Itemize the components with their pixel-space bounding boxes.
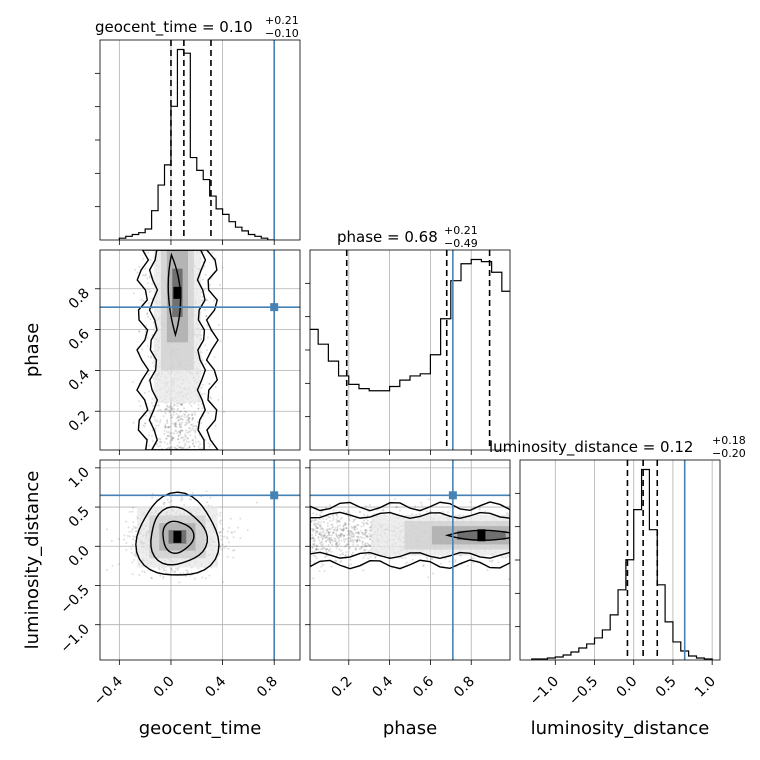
panel-luminosity-distance-vs-geocent-time-peak — [173, 530, 182, 543]
xlabel-luminosity-distance: luminosity_distance — [531, 718, 710, 739]
xlabel-geocent-time: geocent_time — [139, 718, 262, 739]
ylabel-luminosity-distance: luminosity_distance — [22, 471, 43, 650]
bottom-phase-xtick-label-0: 0.2 — [329, 674, 356, 701]
xlabel-phase: phase — [383, 718, 437, 739]
panel-luminosity-distance-vs-phase-frame — [309, 459, 511, 661]
panel-phase-vs-geocent-time-contour-2 — [167, 252, 182, 338]
left-luminosity-distance-ytick-label-0: −1.0 — [57, 621, 92, 656]
hist-luminosity-distance-bars — [531, 460, 713, 660]
bottom-luminosity-distance-xtick-label-1: −0.5 — [566, 674, 601, 709]
panel-phase-vs-geocent-time-density — [100, 250, 300, 450]
bottom-phase-xtick-label-2: 0.6 — [410, 673, 437, 700]
left-luminosity-distance-ytick-label-4: 1.0 — [66, 464, 93, 491]
title-luminosity-distance-plus: +0.18 — [712, 434, 746, 447]
hist-phase-bars — [310, 250, 510, 450]
title-geocent-time-plus: +0.21 — [265, 14, 299, 27]
panel-phase-vs-geocent-time-frame — [99, 249, 301, 451]
bottom-luminosity-distance-xtick-label-3: 0.5 — [653, 674, 680, 701]
panel-luminosity-distance-vs-phase-contour-2 — [444, 529, 510, 541]
panel-luminosity-distance-vs-geocent-time-contour-2 — [162, 520, 195, 555]
hist-phase-frame — [309, 249, 511, 451]
title-geocent-time-minus: −0.10 — [265, 27, 299, 40]
panel-luminosity-distance-vs-phase-contour-0 — [310, 501, 510, 570]
panel-luminosity-distance-vs-geocent-time-truth-marker — [270, 491, 279, 500]
panel-luminosity-distance-vs-phase-density — [310, 460, 510, 660]
title-phase-plus: +0.21 — [444, 224, 478, 237]
bottom-luminosity-distance-xtick-label-0: −1.0 — [527, 674, 562, 709]
left-phase-ytick-label-3: 0.8 — [66, 285, 93, 312]
bottom-luminosity-distance-xtick-label-2: 0.0 — [613, 674, 640, 701]
panel-phase-vs-geocent-time-contour-0 — [136, 250, 219, 450]
hist-luminosity-distance-frame — [519, 459, 721, 661]
left-phase-ytick-label-0: 0.2 — [66, 408, 93, 435]
title-phase-minus: −0.49 — [444, 237, 478, 250]
bottom-geocent-time-xtick-label-3: 0.8 — [254, 674, 281, 701]
hist-geocent-time-frame — [99, 39, 301, 241]
panel-luminosity-distance-vs-geocent-time-frame — [99, 459, 301, 661]
bottom-geocent-time-xtick-label-2: 0.4 — [202, 673, 229, 700]
panel-phase-vs-geocent-time-contour-1 — [148, 250, 207, 450]
panel-luminosity-distance-vs-phase-truth-marker — [448, 491, 457, 500]
panel-luminosity-distance-vs-phase-peak — [477, 529, 486, 542]
left-luminosity-distance-ytick-label-2: 0.0 — [66, 543, 93, 570]
bottom-phase-xtick-label-1: 0.4 — [369, 673, 396, 700]
panel-luminosity-distance-vs-phase-contour-1 — [310, 511, 510, 560]
plot-text: geocent_time = 0.10 +0.21 −0.10 phase = … — [22, 14, 746, 739]
title-luminosity-distance: luminosity_distance = 0.12 — [489, 438, 693, 457]
title-geocent-time: geocent_time = 0.10 — [95, 18, 253, 37]
panel-phase-vs-geocent-time-truth-marker — [270, 303, 279, 312]
hist-geocent-time-bars — [118, 40, 275, 240]
plot-content: −0.4 0.0 0.4 0.8 0.2 0.4 0.6 0.8 −1.0 −0.5 0.0 0.5 1… — [57, 39, 721, 709]
bottom-geocent-time-xtick-label-1: 0.0 — [151, 674, 178, 701]
hist-geocent-time-grid — [118, 40, 275, 240]
panel-luminosity-distance-vs-phase-grid — [310, 460, 510, 660]
bottom-luminosity-distance-xtick-label-4: 1.0 — [692, 674, 719, 701]
hist-phase-grid — [348, 250, 472, 450]
hist-luminosity-distance-step — [531, 468, 713, 660]
left-luminosity-distance-ytick-label-3: 0.5 — [66, 504, 93, 531]
hist-phase-step — [310, 258, 510, 392]
panel-luminosity-distance-vs-geocent-time-contour-1 — [150, 506, 209, 566]
panel-phase-vs-geocent-time-peak — [173, 286, 182, 299]
panel-luminosity-distance-vs-geocent-time-contour-0 — [135, 491, 220, 576]
left-phase-ytick-label-2: 0.6 — [66, 326, 93, 353]
bottom-phase-xtick-label-3: 0.8 — [451, 674, 478, 701]
title-luminosity-distance-minus: −0.20 — [712, 447, 746, 460]
bottom-geocent-time-xtick-label-0: −0.4 — [91, 673, 126, 708]
panel-luminosity-distance-vs-geocent-time-density — [100, 460, 300, 660]
left-luminosity-distance-ytick-label-1: −0.5 — [57, 582, 92, 617]
left-phase-ytick-label-1: 0.4 — [66, 367, 93, 394]
hist-geocent-time-step — [118, 48, 275, 240]
ylabel-phase: phase — [22, 323, 43, 377]
title-phase: phase = 0.68 — [337, 228, 438, 246]
